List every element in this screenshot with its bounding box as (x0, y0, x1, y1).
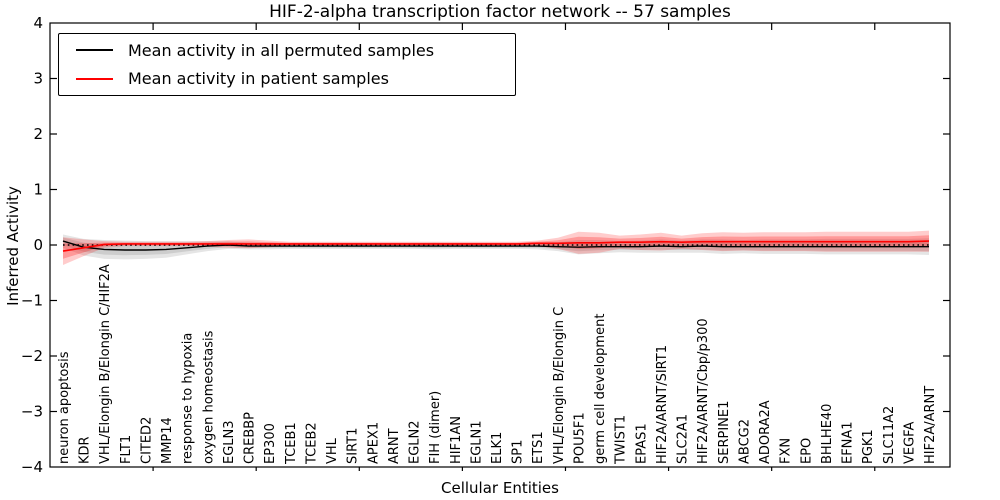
y-axis-label: Inferred Activity (4, 186, 22, 306)
patient-mean-line (62, 240, 930, 252)
x-tick-label: APEX1 (366, 422, 381, 464)
y-tick-label: 4 (33, 14, 43, 32)
x-tick-label: TCEB2 (304, 422, 319, 465)
x-tick-label: HIF1AN (449, 416, 464, 464)
y-tick-label: −4 (21, 458, 43, 476)
x-tick-label: PGK1 (861, 429, 876, 464)
x-tick-label: HIF2A/ARNT/SIRT1 (655, 345, 670, 464)
x-tick-label: ADORA2A (758, 400, 773, 464)
y-tick-label: 3 (33, 70, 43, 88)
y-tick-label: −3 (21, 403, 43, 421)
x-tick-label: EGLN2 (408, 420, 423, 464)
legend-label-permuted: Mean activity in all permuted samples (128, 40, 435, 60)
x-tick-label: BHLHE40 (820, 404, 835, 464)
x-tick-label: EGLN3 (222, 420, 237, 464)
permuted-band-outer (63, 234, 929, 260)
x-tick-label: SLC2A1 (676, 414, 691, 464)
x-tick-label: EPAS1 (634, 423, 649, 464)
x-tick-label: FIH (dimer) (428, 391, 443, 464)
y-tick-label: 1 (33, 181, 43, 199)
x-tick-label: POU5F1 (572, 412, 587, 464)
x-tick-label: HIF2A/ARNT/Cbp/p300 (696, 318, 711, 464)
x-tick-label: TCEB1 (284, 422, 299, 465)
x-tick-label: ETS1 (531, 431, 546, 464)
x-tick-label: FXN (779, 438, 794, 464)
x-tick-label: SP1 (511, 440, 526, 464)
y-tick-label: −2 (21, 347, 43, 365)
permuted-mean-line (62, 240, 929, 251)
x-tick-label: VHL/Elongin B/Elongin C (552, 307, 567, 464)
x-tick-label: SLC11A2 (882, 406, 897, 464)
y-tick-label: 2 (33, 125, 43, 143)
x-tick-label: FLT1 (119, 435, 134, 464)
x-tick-label: KDR (78, 436, 93, 464)
legend-entry-patient: Mean activity in patient samples (59, 65, 515, 93)
y-tick-label: 0 (33, 236, 43, 254)
x-tick-label: MMP14 (160, 417, 175, 464)
x-tick-label: ABCG2 (737, 419, 752, 464)
x-tick-label: EFNA1 (841, 421, 856, 464)
legend-label-patient: Mean activity in patient samples (128, 69, 389, 89)
permuted-line-sample (76, 49, 113, 52)
x-tick-label: CITED2 (139, 417, 154, 464)
x-tick-label: germ cell development (593, 314, 608, 464)
x-tick-label: VHL/Elongin B/Elongin C/HIF2A (98, 264, 113, 464)
legend-entry-permuted: Mean activity in all permuted samples (59, 36, 515, 64)
x-tick-label: SERPINE1 (717, 401, 732, 464)
x-tick-label: TWIST1 (614, 415, 629, 465)
x-axis-label: Cellular Entities (441, 479, 559, 497)
x-tick-label: VEGFA (902, 422, 917, 464)
x-tick-label: HIF2A/ARNT (923, 386, 938, 464)
x-tick-label: VHL (325, 437, 340, 464)
x-tick-label: oxygen homeostasis (201, 330, 216, 464)
legend: Mean activity in all permuted samples Me… (58, 33, 516, 96)
x-tick-label: CREBBP (243, 412, 258, 464)
x-tick-label: SIRT1 (346, 428, 361, 464)
x-tick-label: EPO (799, 438, 814, 464)
x-tick-label: EGLN1 (469, 420, 484, 464)
x-tick-label: ARNT (387, 428, 402, 464)
x-tick-label: ELK1 (490, 432, 505, 464)
chart-title: HIF-2-alpha transcription factor network… (269, 2, 731, 22)
patient-band-outer (63, 230, 929, 265)
x-tick-label: response to hypoxia (181, 333, 196, 464)
x-tick-label: neuron apoptosis (57, 351, 72, 464)
x-tick-label: EP300 (263, 423, 278, 464)
y-tick-label: −1 (21, 292, 43, 310)
patient-line-sample (76, 77, 113, 80)
